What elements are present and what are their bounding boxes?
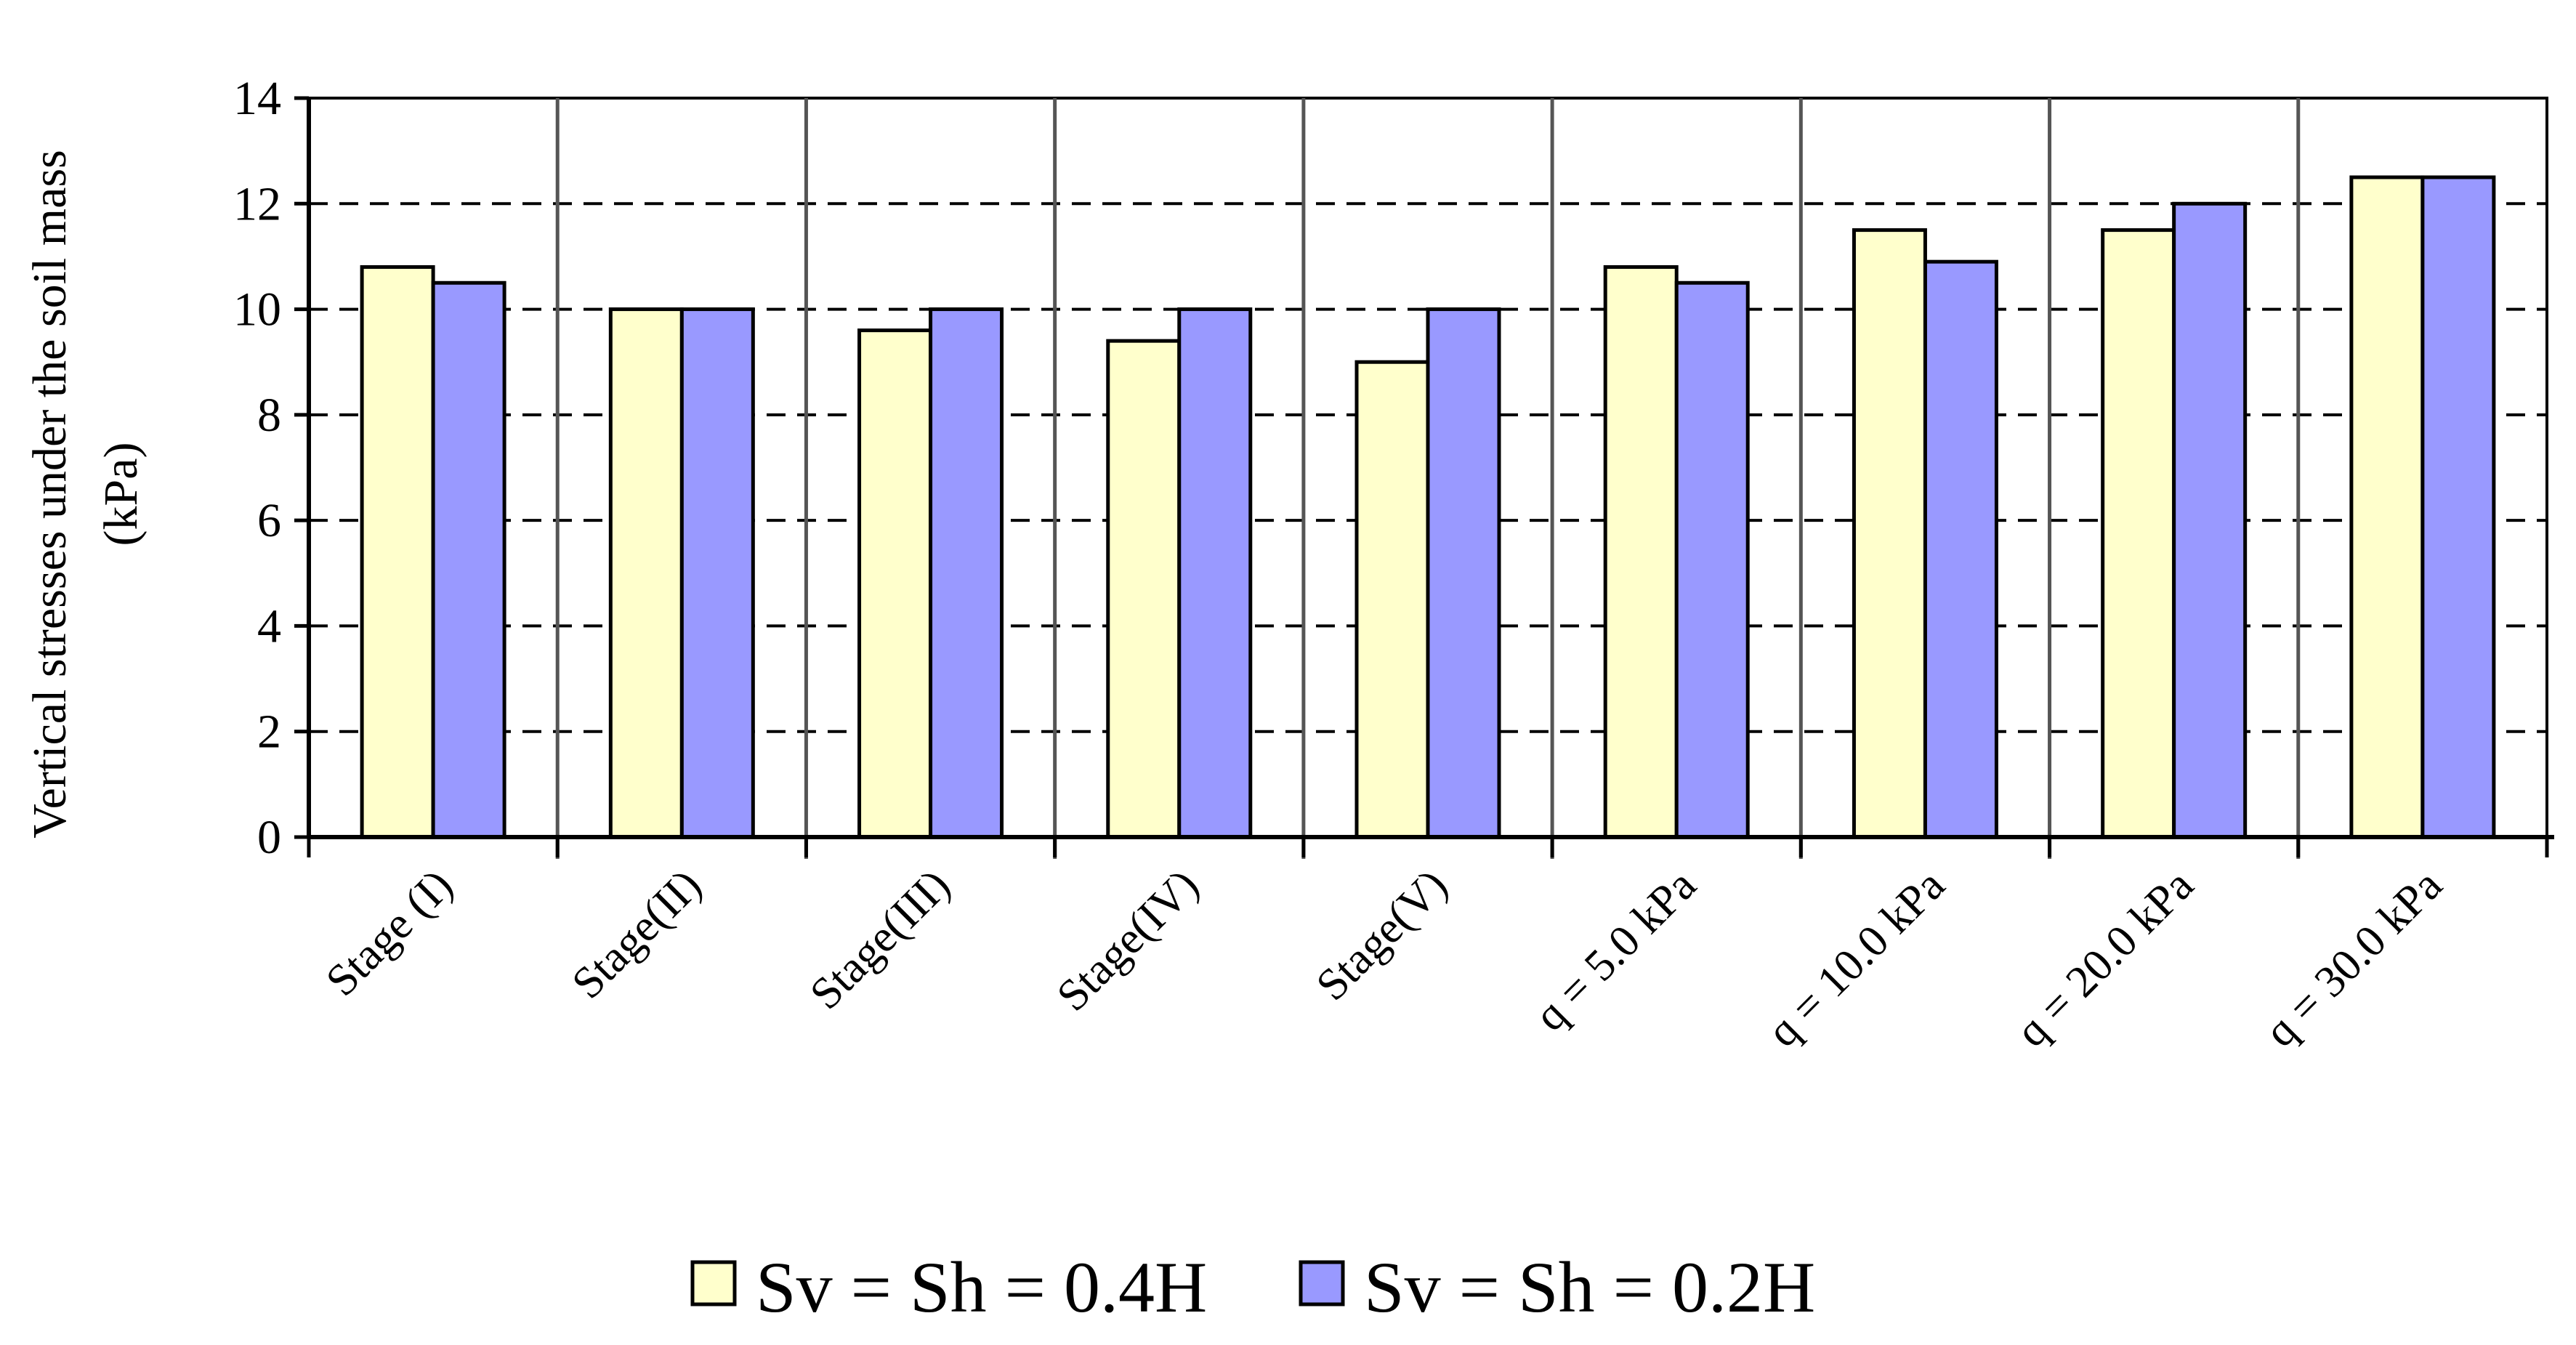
y-tick-label: 10 <box>233 283 281 336</box>
bar-series-2-cat-1 <box>431 280 506 839</box>
y-tick-label: 4 <box>257 599 281 653</box>
x-category-label: q = 10.0 kPa <box>1758 860 1954 1057</box>
y-axis-title-line-1: Vertical stresses under the soil mass <box>23 150 76 839</box>
legend-label-series-2: Sv = Sh = 0.2H <box>1364 1247 1815 1328</box>
x-category-label: Stage(V) <box>1307 860 1457 1010</box>
legend: Sv = Sh = 0.4H Sv = Sh = 0.2H <box>690 1247 1815 1328</box>
bar-series-2-cat-9 <box>2420 175 2496 839</box>
bar-series-2-cat-2 <box>679 307 755 839</box>
bar-series-1-cat-7 <box>1852 228 1927 839</box>
y-tick-label: 0 <box>257 811 281 864</box>
y-tick-label: 12 <box>233 177 281 230</box>
x-category-label: Stage (I) <box>317 860 462 1006</box>
y-tick-label: 14 <box>233 72 281 125</box>
y-tick-label: 6 <box>257 494 281 547</box>
bar-series-2-cat-5 <box>1426 307 1501 839</box>
legend-label-series-1: Sv = Sh = 0.4H <box>756 1247 1207 1328</box>
bar-series-2-cat-6 <box>1674 280 1750 839</box>
bar-series-1-cat-8 <box>2101 228 2176 839</box>
bar-series-2-cat-7 <box>1923 259 1998 839</box>
bar-series-1-cat-1 <box>360 264 435 839</box>
legend-swatch-series-1 <box>690 1260 737 1306</box>
bar-series-1-cat-5 <box>1354 360 1430 839</box>
y-tick-label: 8 <box>257 389 281 442</box>
x-category-label: q = 20.0 kPa <box>2006 860 2202 1057</box>
bar-series-1-cat-3 <box>857 328 933 839</box>
x-category-label: q = 5.0 kPa <box>1525 860 1705 1041</box>
bars-layer <box>360 175 2496 839</box>
bar-series-1-cat-6 <box>1603 264 1679 839</box>
bar-series-1-cat-4 <box>1106 339 1182 839</box>
x-category-label: Stage(III) <box>801 860 959 1019</box>
bar-series-1-cat-9 <box>2349 175 2425 839</box>
x-category-label: q = 30.0 kPa <box>2256 860 2452 1057</box>
bar-series-2-cat-4 <box>1177 307 1253 839</box>
y-tick-label: 2 <box>257 706 281 759</box>
y-axis-title-line-2: (kPa) <box>94 443 148 546</box>
x-category-label: Stage(II) <box>562 860 711 1009</box>
bar-series-1-cat-2 <box>608 307 684 839</box>
x-category-label: Stage(IV) <box>1048 860 1208 1021</box>
legend-swatch-series-2 <box>1299 1260 1345 1306</box>
bar-series-2-cat-3 <box>929 307 1004 839</box>
bar-series-2-cat-8 <box>2172 201 2248 839</box>
